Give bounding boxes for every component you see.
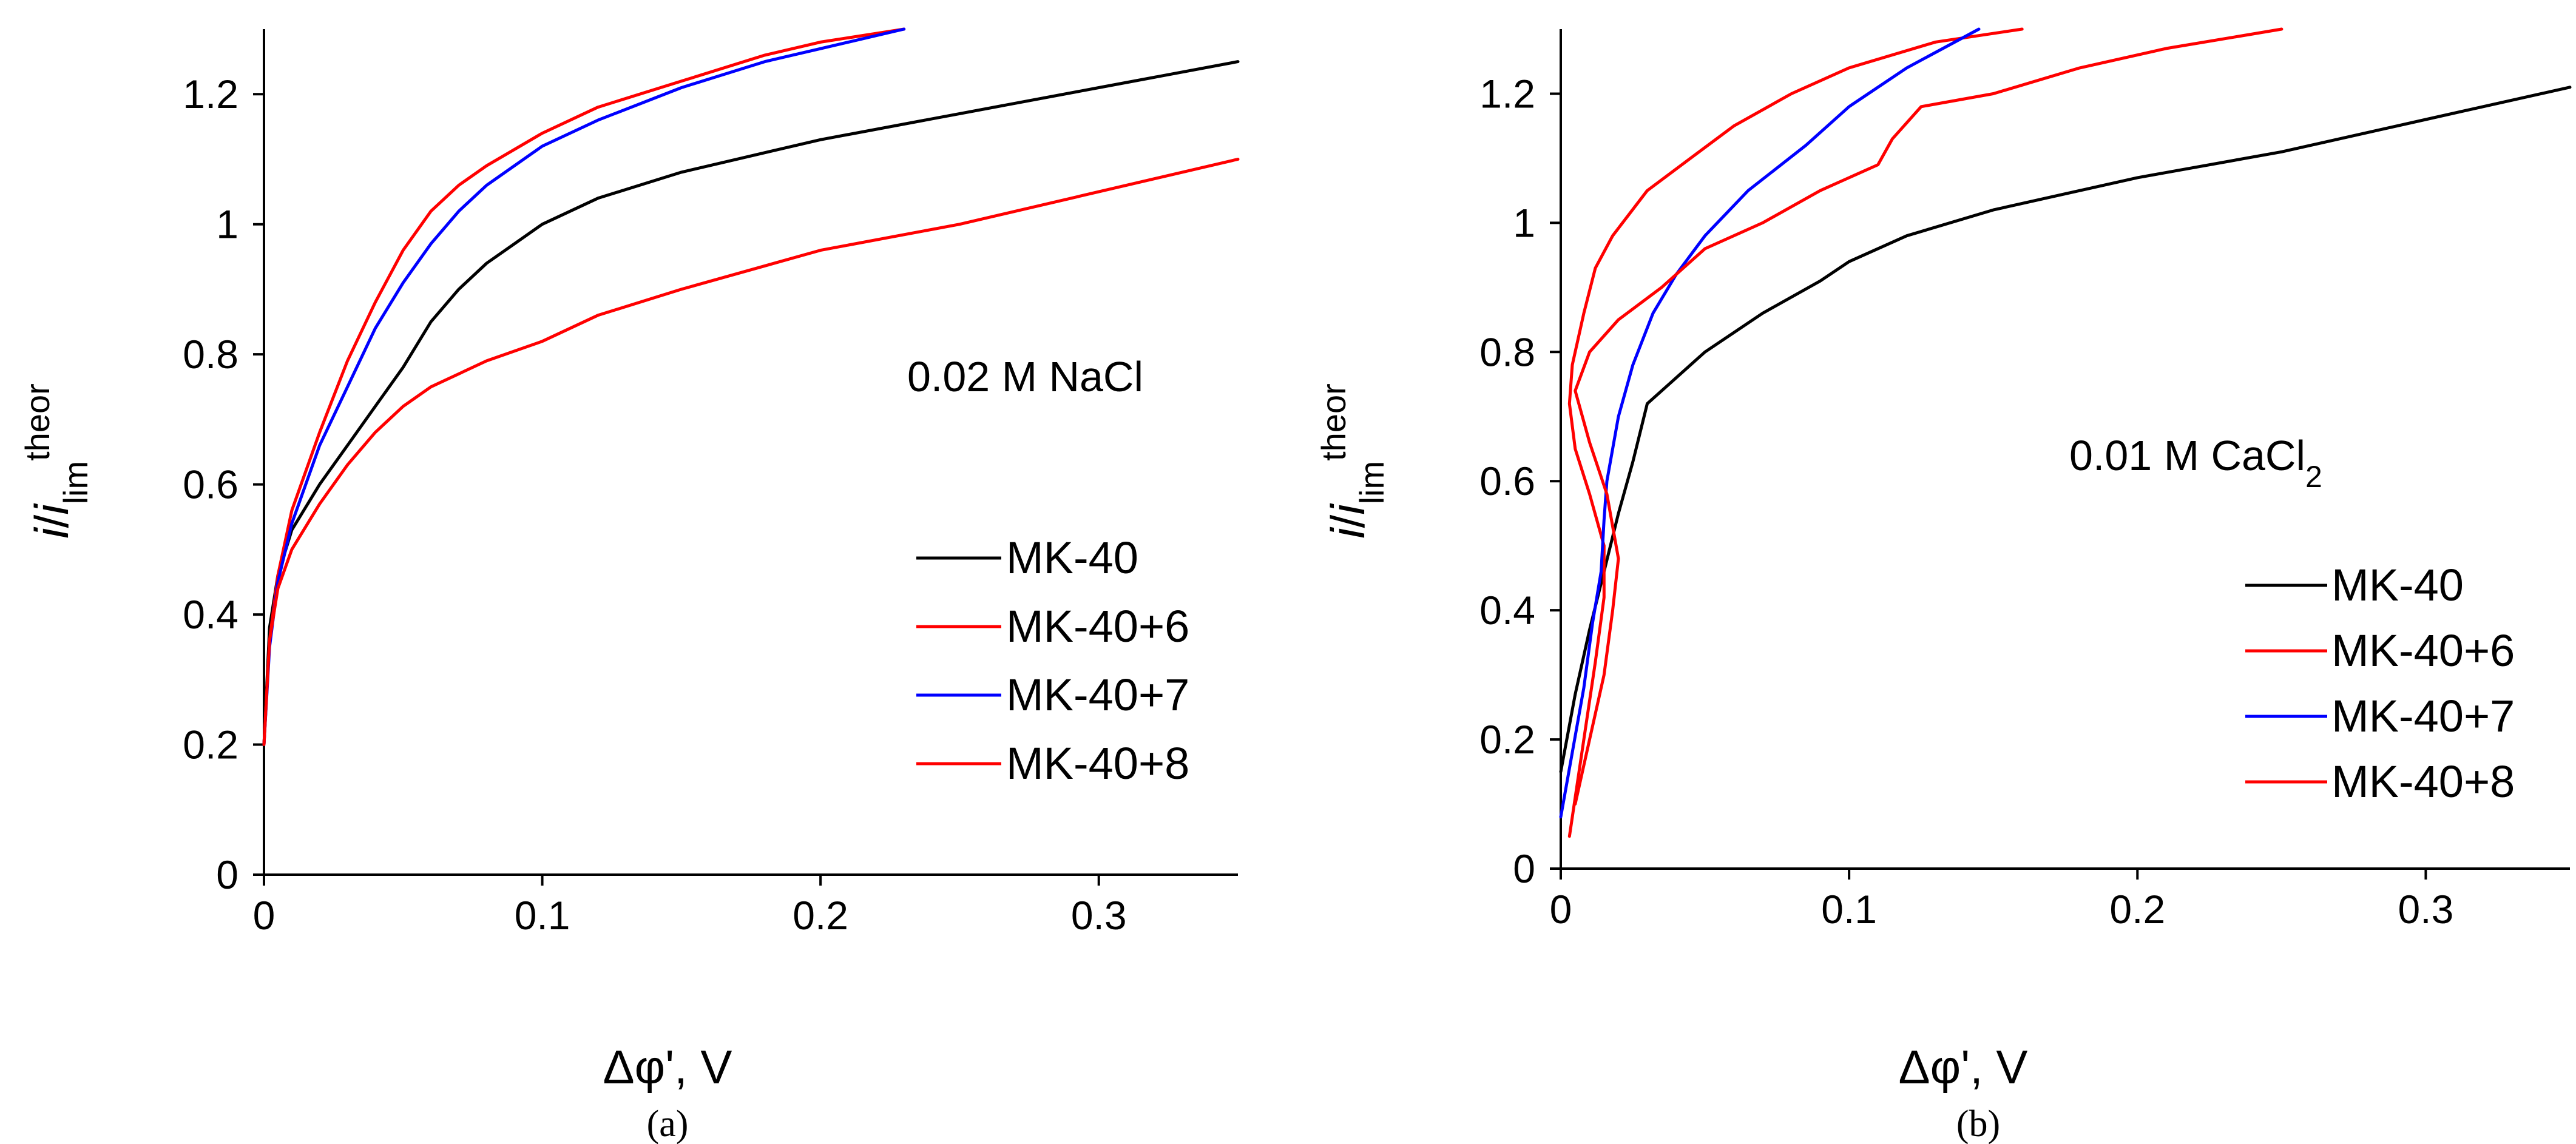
x-tick-label-a: 0.1 xyxy=(515,893,570,938)
legend-label-mk40-7-b: MK-40+7 xyxy=(2331,691,2515,741)
legend-label-mk40-6-a: MK-40+6 xyxy=(1006,601,1189,651)
x-tick-label-a: 0.3 xyxy=(1071,893,1127,938)
legend-label-mk40-b: MK-40 xyxy=(2331,560,2464,610)
series-line-mk-40-7-a xyxy=(262,27,906,746)
legend-label-mk40-6-b: MK-40+6 xyxy=(2331,625,2515,676)
y-tick-label-b: 0.8 xyxy=(1479,329,1535,374)
x-tick-label-b: 0.1 xyxy=(1821,887,1877,932)
y-tick-label-b: 0.4 xyxy=(1479,588,1535,633)
series-line-mk-40-8-a xyxy=(262,158,1240,746)
y-tick-label-b: 1 xyxy=(1513,200,1535,245)
y-tick-label-a: 0.8 xyxy=(183,332,238,377)
series-line-mk-40-8-b xyxy=(1574,27,2284,806)
x-tick-label-b: 0.3 xyxy=(2398,887,2454,932)
y-tick-label-a: 1.2 xyxy=(183,72,238,116)
legend-label-mk40-8-b: MK-40+8 xyxy=(2331,756,2515,807)
y-axis-title-b: i/ilimtheor xyxy=(1314,383,1391,539)
series-line-mk-40-6-b xyxy=(1567,27,2024,838)
panel-label-b: (b) xyxy=(1956,1103,2000,1144)
x-axis-title-a: Δφ', V xyxy=(603,1040,732,1094)
legend-a: MK-40 MK-40+6 MK-40+7 MK-40+8 xyxy=(916,533,1189,789)
series-line-mk-40-a xyxy=(262,60,1240,746)
y-tick-label-b: 0 xyxy=(1513,846,1535,891)
legend-label-mk40-7-a: MK-40+7 xyxy=(1006,670,1189,720)
x-tick-label-b: 0 xyxy=(1550,887,1572,932)
y-tick-label-b: 0.2 xyxy=(1479,717,1535,762)
series-line-mk-40-b xyxy=(1559,86,2572,773)
x-tick-label-a: 0.2 xyxy=(793,893,848,938)
series-line-mk-40-6-a xyxy=(262,27,906,746)
y-tick-label-a: 0.2 xyxy=(183,722,238,767)
annotation-b: 0.01 M CaCl2 xyxy=(2069,432,2322,494)
plot-area-b: 0 0.2 0.4 0.6 0.8 1 1.2 0 0.1 0.2 0.3 xyxy=(1479,27,2572,932)
y-tick-label-b: 1.2 xyxy=(1479,71,1535,116)
x-tick-label-b: 0.2 xyxy=(2109,887,2165,932)
legend-label-mk40-8-a: MK-40+8 xyxy=(1006,738,1189,789)
panel-label-a: (a) xyxy=(647,1103,689,1144)
x-tick-label-a: 0 xyxy=(253,893,276,938)
panel-b: 0 0.2 0.4 0.6 0.8 1 1.2 0 0.1 0.2 0.3 0.01 M CaCl2… xyxy=(1314,27,2572,1144)
panel-a: 00.20.40.60.811.20 0.1 0.2 0.3 0.02 M NaCl … xyxy=(18,27,1240,1144)
y-tick-label-a: 0.4 xyxy=(183,592,238,637)
y-tick-label-a: 1 xyxy=(216,202,238,247)
annotation-a: 0.02 M NaCl xyxy=(907,353,1143,400)
plot-area-a: 0 0.2 0.4 0.6 0.8 1 1.2 0 0.1 0.2 0.3 xyxy=(183,27,1240,938)
legend-b: MK-40 MK-40+6 MK-40+7 MK-40+8 xyxy=(2245,560,2515,807)
y-tick-label-b: 0.6 xyxy=(1479,459,1535,503)
x-axis-title-b: Δφ', V xyxy=(1899,1040,2028,1094)
y-axis-title-a: i/ilimtheor xyxy=(18,383,95,539)
y-tick-label-a: 0 xyxy=(216,852,238,897)
y-tick-label-a: 0.6 xyxy=(183,462,238,507)
legend-label-mk40-a: MK-40 xyxy=(1006,533,1138,583)
series-line-mk-40-7-b xyxy=(1559,27,1981,819)
